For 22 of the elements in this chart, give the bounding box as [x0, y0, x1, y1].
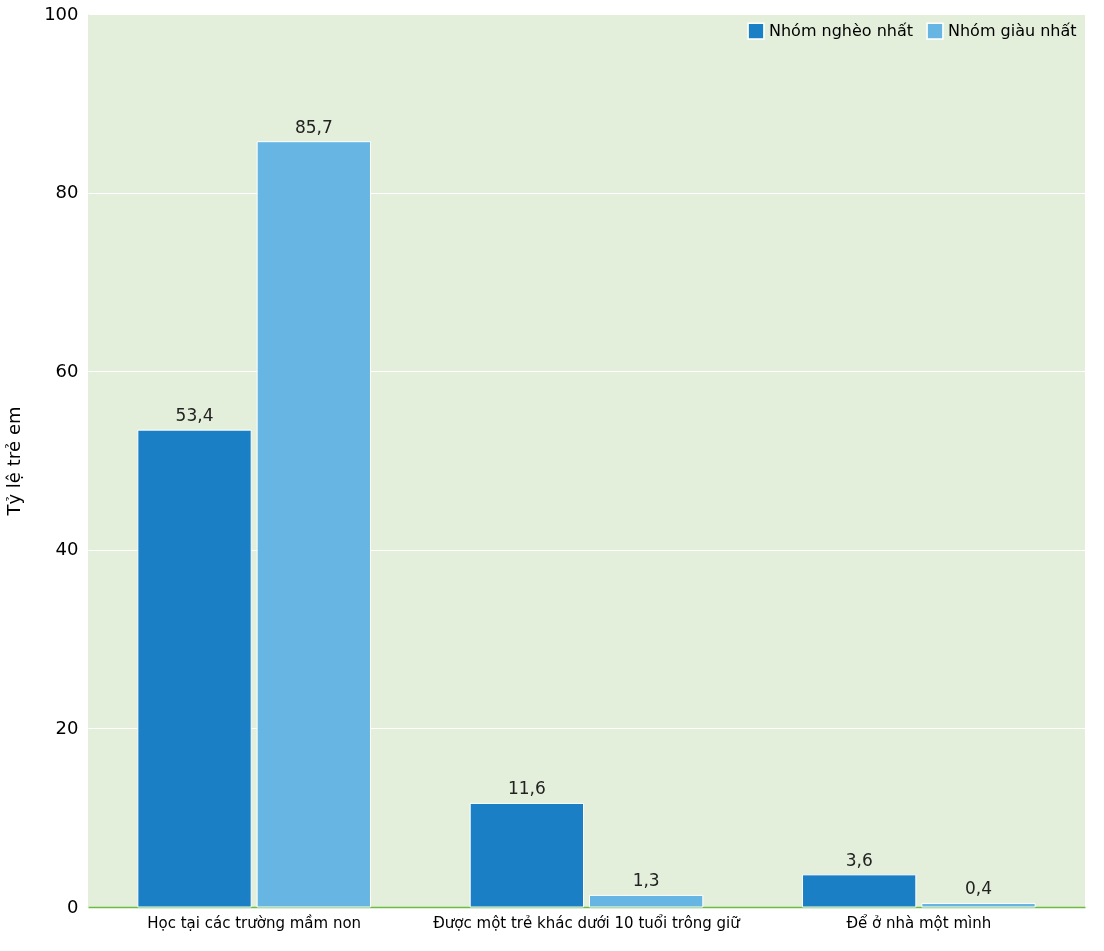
y-axis-title: Tỷ lệ trẻ em [3, 406, 25, 517]
bar [588, 894, 704, 908]
bar [921, 902, 1036, 908]
x-tick-label: Để ở nhà một mình [846, 913, 992, 932]
data-label: 53,4 [175, 405, 214, 426]
data-label: 0,4 [964, 878, 993, 899]
legend-label: Nhóm giàu nhất [948, 21, 1077, 41]
y-tick-label: 100 [44, 2, 79, 24]
data-label: 3,6 [845, 849, 873, 870]
bar [802, 874, 917, 908]
data-label: 1,3 [632, 870, 660, 891]
data-label: 11,6 [507, 778, 546, 799]
x-tick-label: Được một trẻ khác dưới 10 tuổi trông giữ [433, 913, 742, 932]
y-tick-label: 80 [55, 181, 79, 203]
data-label: 85,7 [294, 116, 333, 137]
y-tick-label: 0 [67, 895, 79, 917]
bar [469, 802, 585, 908]
legend-label: Nhóm nghèo nhất [769, 21, 914, 41]
y-tick-label: 60 [55, 359, 79, 381]
x-tick-label: Học tại các trường mầm non [147, 913, 362, 932]
y-tick-label: 40 [55, 538, 79, 560]
y-tick-label: 20 [55, 716, 79, 738]
